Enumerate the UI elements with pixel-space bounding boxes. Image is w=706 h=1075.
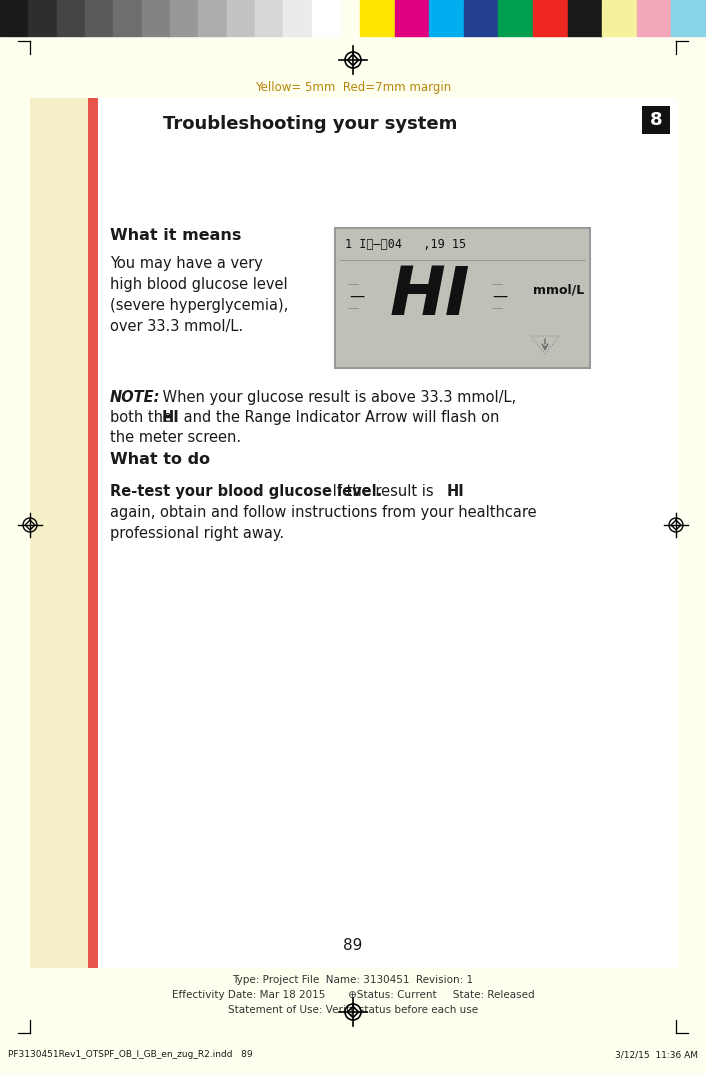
Bar — [429, 0, 464, 35]
Bar — [0, 0, 28, 35]
Bar — [395, 0, 429, 35]
Bar — [56, 0, 85, 35]
Text: What it means: What it means — [110, 228, 241, 243]
Bar — [88, 98, 678, 968]
Text: If the result is: If the result is — [328, 484, 438, 499]
Bar — [568, 0, 602, 35]
Text: again, obtain and follow instructions from your healthcare: again, obtain and follow instructions fr… — [110, 505, 537, 520]
Text: When your glucose result is above 33.3 mmol/L,: When your glucose result is above 33.3 m… — [158, 390, 516, 405]
Bar — [28, 0, 56, 35]
Bar — [311, 0, 340, 35]
Bar — [142, 0, 170, 35]
Bar — [642, 106, 670, 134]
Text: HI: HI — [390, 263, 470, 329]
Text: (severe hyperglycemia),: (severe hyperglycemia), — [110, 298, 288, 313]
Text: Troubleshooting your system: Troubleshooting your system — [163, 115, 457, 133]
Text: —: — — [492, 288, 508, 303]
Bar — [198, 0, 227, 35]
Bar — [637, 0, 671, 35]
Text: mmol/L: mmol/L — [533, 284, 585, 297]
Text: —: — — [491, 280, 503, 289]
Text: HI: HI — [447, 484, 465, 499]
Bar — [533, 0, 568, 35]
Text: HI: HI — [162, 410, 180, 425]
Bar — [114, 0, 142, 35]
Text: both the: both the — [110, 410, 176, 425]
Text: high blood glucose level: high blood glucose level — [110, 277, 287, 292]
Text: professional right away.: professional right away. — [110, 526, 284, 541]
Bar — [85, 0, 114, 35]
Bar — [676, 98, 678, 968]
Text: the meter screen.: the meter screen. — [110, 430, 241, 445]
Text: —: — — [347, 303, 359, 313]
Text: Yellow= 5mm  Red=7mm margin: Yellow= 5mm Red=7mm margin — [255, 82, 451, 95]
Bar — [602, 0, 637, 35]
Bar — [170, 0, 198, 35]
Text: Type: Project File  Name: 3130451  Revision: 1: Type: Project File Name: 3130451 Revisio… — [232, 975, 474, 985]
Text: and the Range Indicator Arrow will flash on: and the Range Indicator Arrow will flash… — [179, 410, 499, 425]
Bar — [360, 0, 395, 35]
Bar — [283, 0, 311, 35]
Text: —: — — [347, 280, 359, 289]
Bar — [255, 0, 283, 35]
Text: 8: 8 — [650, 111, 662, 129]
Bar — [498, 0, 533, 35]
Bar — [335, 228, 590, 368]
Bar — [671, 0, 706, 35]
Text: —: — — [491, 303, 503, 313]
Bar — [227, 0, 255, 35]
Text: over 33.3 mmol/L.: over 33.3 mmol/L. — [110, 319, 243, 334]
Bar — [30, 98, 88, 968]
Text: Effectivity Date: Mar 18 2015       ⊕Status: Current     State: Released: Effectivity Date: Mar 18 2015 ⊕Status: C… — [172, 990, 534, 1000]
Text: 89: 89 — [343, 937, 363, 952]
Bar — [0, 968, 706, 1075]
Text: Statement of Use: Verify status before each use: Statement of Use: Verify status before e… — [228, 1005, 478, 1015]
Bar — [464, 0, 498, 35]
Text: Re-test your blood glucose level.: Re-test your blood glucose level. — [110, 484, 382, 499]
Text: 1 I​—​04   ,19 15: 1 I​—​04 ,19 15 — [345, 238, 466, 250]
Text: What to do: What to do — [110, 452, 210, 467]
Text: 3/12/15  11:36 AM: 3/12/15 11:36 AM — [615, 1050, 698, 1059]
Text: You may have a very: You may have a very — [110, 256, 263, 271]
Text: NOTE:: NOTE: — [110, 390, 160, 405]
Text: PF3130451Rev1_OTSPF_OB_I_GB_en_zug_R2.indd   89: PF3130451Rev1_OTSPF_OB_I_GB_en_zug_R2.in… — [8, 1050, 253, 1059]
Text: —: — — [349, 288, 364, 303]
Bar — [88, 98, 98, 968]
